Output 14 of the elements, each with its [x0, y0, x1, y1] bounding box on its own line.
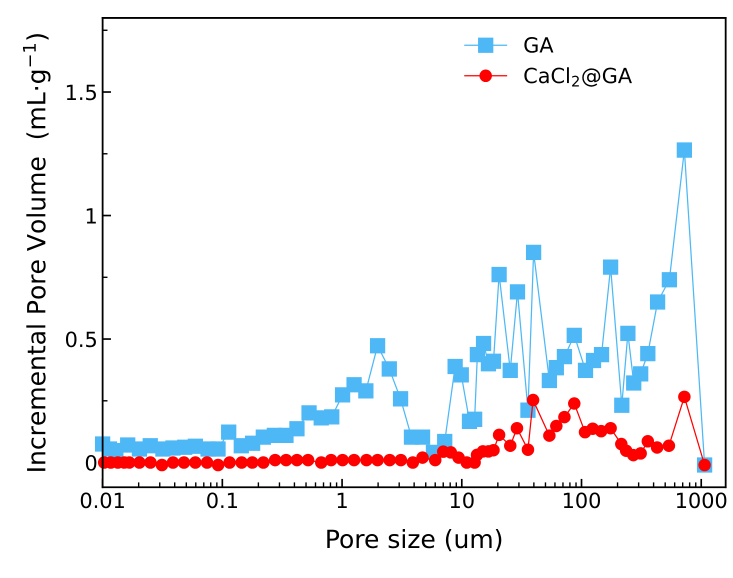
- legend-label: CaCl$_{2}$@GA: [524, 67, 632, 87]
- y-tick-label: 1.5: [66, 84, 96, 100]
- y-axis-title: Incremental Pore Volume (mL·g$^{−1}$): [22, 34, 51, 471]
- x-tick-label: 0.01: [80, 492, 124, 508]
- legend-label: GA: [524, 37, 554, 53]
- y-tick-label: 0.5: [66, 331, 96, 348]
- x-tick-label: 1: [338, 492, 347, 508]
- y-tick-label: 1: [86, 208, 96, 224]
- x-tick-label: 100: [564, 492, 600, 508]
- x-axis-title: Pore size (um): [327, 528, 502, 552]
- x-tick-label: 10: [450, 492, 474, 508]
- x-tick-label: 1000: [677, 492, 726, 508]
- y-tick-label: 0: [86, 455, 96, 471]
- x-tick-label: 0.1: [207, 492, 237, 508]
